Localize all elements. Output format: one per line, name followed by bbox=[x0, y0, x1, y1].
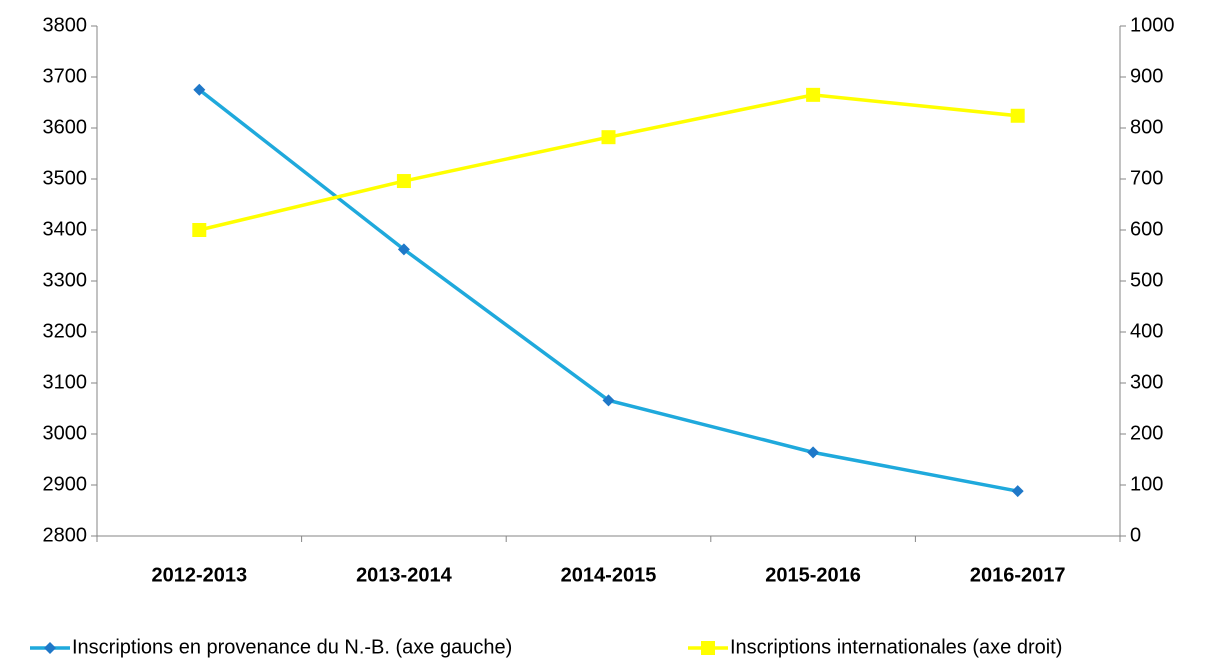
y-tick-label: 3600 bbox=[43, 116, 88, 138]
x-tick-label: 2012-2013 bbox=[151, 564, 247, 586]
y2-tick-label: 700 bbox=[1130, 167, 1163, 189]
y2-tick-label: 300 bbox=[1130, 371, 1163, 393]
y2-tick-label: 1000 bbox=[1130, 14, 1175, 36]
point bbox=[1011, 485, 1024, 498]
y2-tick-label: 800 bbox=[1130, 116, 1163, 138]
legend-label: Inscriptions en provenance du N.-B. (axe… bbox=[72, 636, 512, 658]
point bbox=[807, 446, 820, 459]
point bbox=[396, 174, 411, 189]
x-tick-label: 2014-2015 bbox=[561, 564, 657, 586]
point bbox=[1010, 108, 1025, 123]
series-line bbox=[198, 93, 1018, 232]
legend-label: Inscriptions internationales (axe droit) bbox=[730, 636, 1062, 658]
y-tick-label: 3400 bbox=[43, 218, 88, 240]
y2-tick-label: 400 bbox=[1130, 320, 1163, 342]
point bbox=[397, 243, 410, 256]
point bbox=[192, 223, 207, 237]
x-tick-label: 2013-2014 bbox=[356, 564, 453, 586]
y-tick-label: 3300 bbox=[43, 269, 88, 291]
y2-tick-label: 900 bbox=[1130, 65, 1163, 87]
y2-tick-label: 600 bbox=[1130, 218, 1163, 240]
y-tick-label: 3000 bbox=[43, 422, 88, 444]
series-line bbox=[198, 88, 1019, 493]
y2-tick-label: 100 bbox=[1130, 473, 1163, 495]
y2-tick-label: 0 bbox=[1130, 524, 1141, 546]
legend-marker bbox=[44, 642, 56, 654]
y-tick-label: 3100 bbox=[43, 371, 88, 393]
point bbox=[602, 394, 615, 407]
y-tick-label: 3200 bbox=[43, 320, 88, 342]
y-tick-label: 3700 bbox=[43, 65, 88, 87]
y-tick-label: 3800 bbox=[43, 14, 88, 36]
x-tick-label: 2015-2016 bbox=[765, 564, 861, 586]
point bbox=[193, 83, 206, 96]
y-tick-label: 2900 bbox=[43, 473, 88, 495]
y2-tick-label: 200 bbox=[1130, 422, 1163, 444]
y-tick-label: 3500 bbox=[43, 167, 88, 189]
point bbox=[601, 130, 616, 145]
point bbox=[806, 87, 821, 102]
x-tick-label: 2016-2017 bbox=[970, 564, 1066, 586]
y-tick-label: 2800 bbox=[43, 524, 88, 546]
y2-tick-label: 500 bbox=[1130, 269, 1163, 291]
legend-marker bbox=[701, 641, 715, 655]
